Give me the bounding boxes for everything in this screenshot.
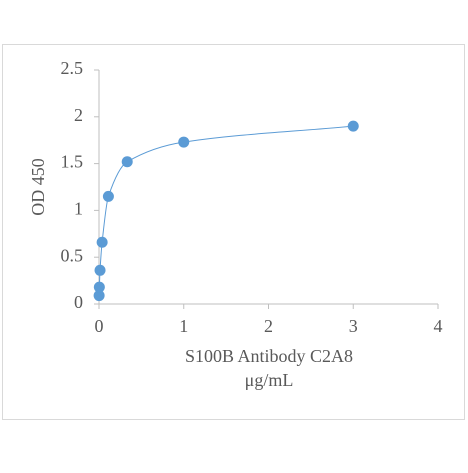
point — [94, 264, 106, 276]
y-axis-label: OD 450 — [28, 158, 48, 216]
x-tick-label: 4 — [434, 316, 443, 336]
y-tick-label: 0.5 — [61, 245, 84, 265]
x-axis-label: μg/mL — [245, 370, 294, 390]
point — [93, 290, 105, 302]
x-tick-label: 2 — [264, 316, 273, 336]
point — [178, 136, 190, 148]
point — [121, 156, 133, 168]
y-tick-label: 0 — [74, 292, 83, 312]
y-tick-label: 2 — [74, 105, 83, 125]
point — [93, 281, 105, 293]
chart-frame — [2, 44, 465, 420]
x-tick-label: 3 — [349, 316, 358, 336]
point — [347, 120, 359, 132]
y-tick-label: 2.5 — [61, 58, 84, 78]
y-tick-label: 1 — [74, 199, 83, 219]
x-tick-label: 0 — [95, 316, 104, 336]
x-tick-label: 1 — [179, 316, 188, 336]
y-tick-label: 1.5 — [61, 152, 84, 172]
point — [96, 236, 108, 248]
point — [102, 190, 114, 202]
x-axis-label: S100B Antibody C2A8 — [185, 346, 353, 366]
